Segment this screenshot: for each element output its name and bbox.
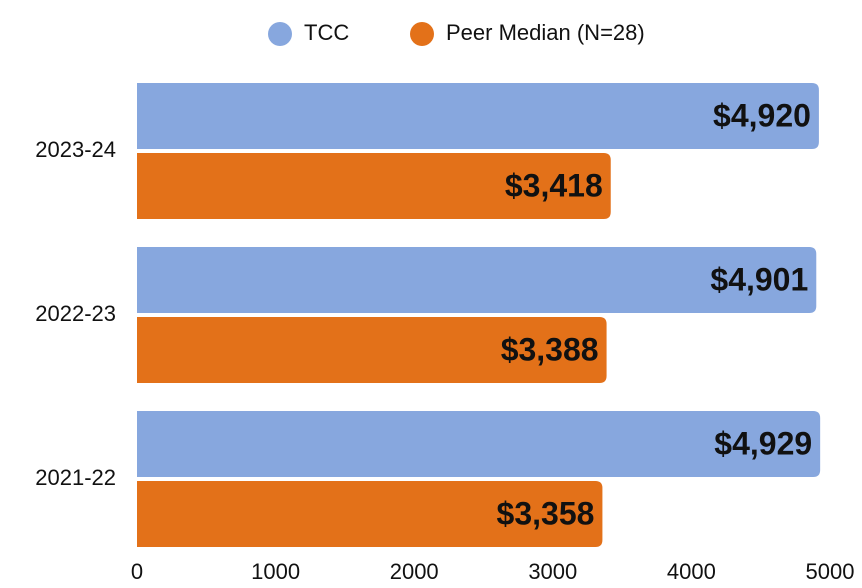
value-label: $3,388 [501, 331, 599, 367]
bar [137, 153, 611, 219]
bar [137, 247, 817, 313]
bar [137, 317, 607, 383]
bar [137, 411, 821, 477]
legend-marker [268, 22, 292, 46]
bar [137, 481, 603, 547]
value-label: $4,920 [713, 97, 811, 133]
x-tick-label: 2000 [390, 559, 439, 584]
y-tick-label: 2022-23 [35, 301, 116, 326]
y-tick-label: 2021-22 [35, 465, 116, 490]
value-label: $3,358 [497, 495, 595, 531]
x-tick-label: 5000 [806, 559, 855, 584]
value-label: $3,418 [505, 167, 603, 203]
x-tick-label: 0 [131, 559, 143, 584]
bar [137, 83, 819, 149]
value-label: $4,901 [710, 261, 808, 297]
x-tick-label: 3000 [528, 559, 577, 584]
value-label: $4,929 [714, 425, 812, 461]
legend-label: Peer Median (N=28) [446, 20, 645, 45]
legend-label: TCC [304, 20, 349, 45]
y-tick-label: 2023-24 [35, 137, 116, 162]
legend-marker [410, 22, 434, 46]
x-tick-label: 1000 [251, 559, 300, 584]
x-tick-label: 4000 [667, 559, 716, 584]
